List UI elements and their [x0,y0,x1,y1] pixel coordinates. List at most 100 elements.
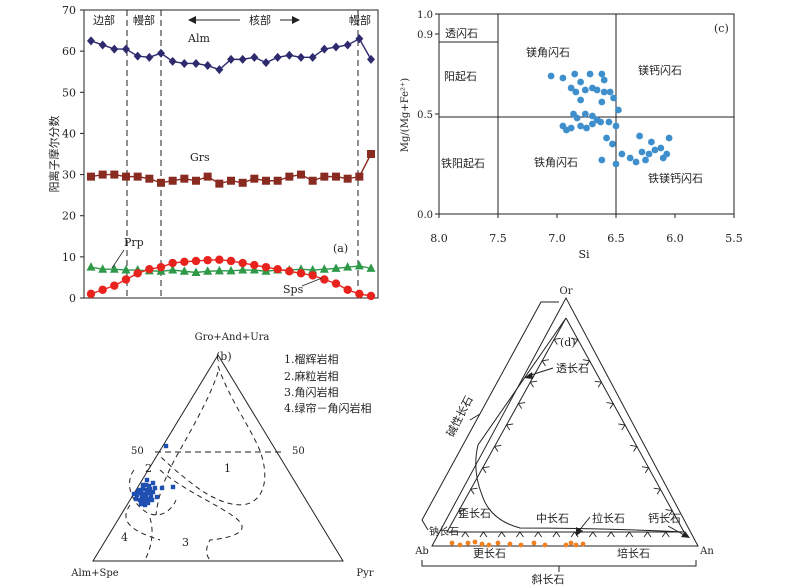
field-magnesio-tschermakite: 镁钙闪石 [638,63,682,77]
field-chevron [625,531,634,538]
data-point-grs [320,172,329,181]
data-point-grs [215,179,224,188]
field-chevron [458,509,466,516]
legend-item-1: 1.榴辉岩相 [284,352,339,366]
garnet-point [147,486,153,492]
panel-a-ylabel: 阳离子摩尔分数 [47,116,61,193]
field-chevron [661,531,670,538]
garnet-point [138,490,144,496]
data-point-sps [296,269,306,278]
y-tick-label: 30 [62,169,76,182]
amphibole-point [547,72,555,80]
data-point-sps [273,265,282,274]
garnet-point [131,491,137,497]
data-point-prp [191,267,201,276]
field-chevron [541,359,549,367]
data-point-grs [343,174,352,183]
data-point-sps [343,285,352,294]
garnet-point [145,496,151,502]
x-tick-label: 6.5 [607,232,625,245]
ternary-b-50-right: 50 [292,446,305,457]
x-tick-label: 5.5 [725,232,743,245]
amphibole-point [598,156,606,164]
field-magnesio-hornblende: 镁角闪石 [526,45,570,59]
garnet-point [159,485,165,491]
data-point-sps [203,255,212,265]
data-point-alm [215,65,224,75]
field-chevron [534,531,543,538]
garnet-point [170,484,176,490]
data-point-sps [191,256,201,266]
amphibole-point [648,138,655,146]
feldspar-point [465,540,471,546]
facies-boundary-1 [159,365,266,506]
data-point-alm [203,61,212,71]
ternary-b-50-left: 50 [131,446,144,457]
field-chevron [606,402,614,409]
field-chevron [497,531,506,538]
field-chevron [516,531,524,538]
field-chevron [481,466,490,474]
data-point-grs [367,150,375,158]
amphibole-point [651,146,659,154]
garnet-point [154,494,160,500]
garnet-point [149,497,155,503]
data-point-grs [332,172,340,181]
amphibole-point [645,150,653,158]
data-point-prp [308,265,318,274]
data-point-grs [122,172,130,181]
legend-item-3: 3.角闪岩相 [284,385,339,399]
zone-label-mantle-right: 幔部 [349,13,371,27]
data-point-sps [250,260,259,270]
facies-field-2: 2 [145,462,152,475]
feldspar-point [495,540,501,546]
amphibole-point [636,132,643,140]
field-chevron [588,531,597,538]
x-tick-label: 8.0 [430,232,448,245]
facies-field-3: 3 [182,536,189,549]
amphibole-point [598,98,606,106]
y-tick-label: 1.0 [417,10,433,21]
data-point-alm [192,58,200,68]
data-point-alm [168,56,177,66]
y-tick-label: 0.5 [417,110,433,121]
field-actinolite: 阳起石 [444,70,477,83]
field-ferro-hornblende: 铁角闪石 [534,155,578,169]
amphibole-point [577,78,584,86]
y-tick-label: 0.0 [417,210,433,221]
data-point-prp [168,265,178,274]
label-oligoclase: 更长石 [473,547,506,560]
y-tick-label: 40 [62,127,76,140]
amphibole-point [586,70,594,78]
field-chevron [653,487,662,495]
garnet-point [138,501,144,507]
data-point-alm [308,52,317,62]
data-point-alm [145,52,154,62]
y-tick-label: 60 [62,45,76,58]
feldspar-point [531,540,537,546]
apex-top-gro-and-ura: Gro+And+Ura [195,332,270,343]
data-point-alm [262,58,270,68]
data-point-sps [168,258,177,268]
series-label-alm: Alm [187,32,210,45]
data-point-alm [343,40,352,50]
field-chevron [641,466,650,474]
data-point-alm [180,58,189,68]
amphibole-point [593,86,601,94]
feldspar-point [479,541,485,547]
amphibole-point [581,86,589,94]
label-bytownite: 培长石 [617,546,650,560]
field-chevron [571,337,579,345]
field-chevron [552,531,561,538]
feldspar-point [568,540,574,546]
garnet-point [144,477,150,483]
plagioclase-brace [421,560,697,572]
data-point-alm [285,50,294,60]
field-chevron [529,380,538,388]
feldspar-point [486,542,492,548]
data-point-alm [297,52,305,62]
data-point-grs [180,174,189,183]
facies-field-1: 1 [224,462,231,475]
amphibole-point [612,122,620,130]
